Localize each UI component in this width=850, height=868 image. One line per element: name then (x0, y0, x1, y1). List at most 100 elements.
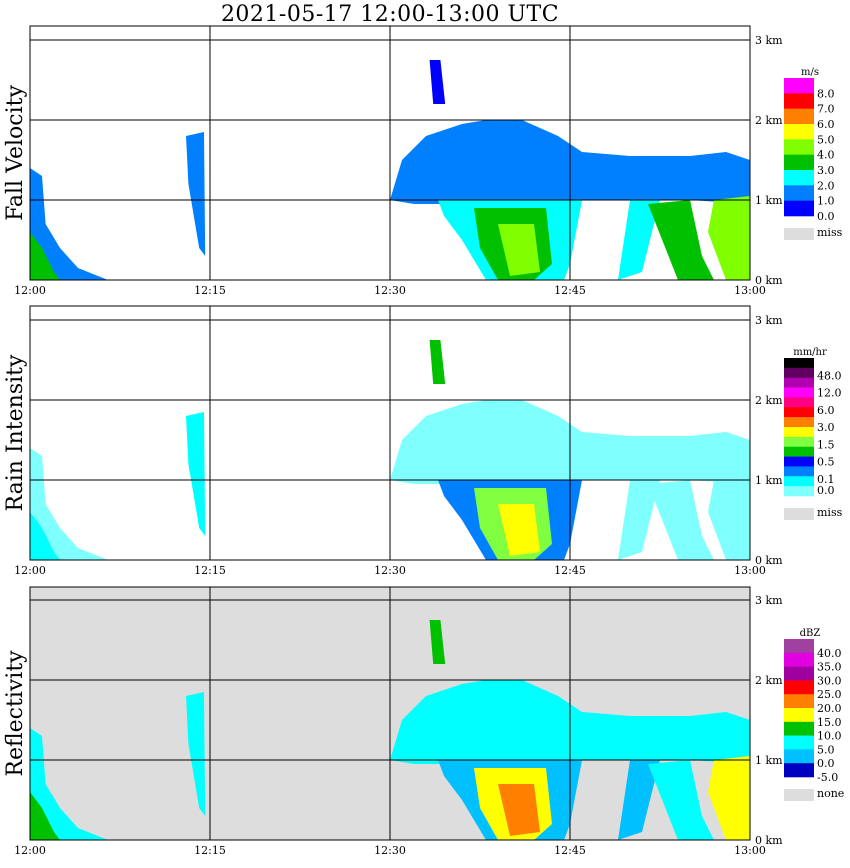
legend-swatch (784, 200, 814, 217)
x-tick-label: 13:00 (734, 564, 766, 577)
legend-swatch (784, 358, 814, 369)
y-tick-label: 0 km (755, 834, 783, 847)
echo-region-leftc (30, 792, 60, 840)
legend-label: 7.0 (817, 103, 835, 116)
legend: dBZ 40.035.030.025.020.015.010.05.00.0-5.… (784, 628, 844, 801)
x-tick-label: 12:00 (14, 844, 46, 857)
legend-swatch (784, 397, 814, 408)
legend-swatch (784, 407, 814, 418)
y-tick-label: 1 km (755, 194, 783, 207)
legend-missing-label: miss (817, 506, 843, 519)
legend-swatch (784, 108, 814, 125)
legend-label: 0.0 (817, 210, 835, 223)
legend-swatch (784, 377, 814, 388)
x-tick-label: 12:45 (554, 564, 586, 577)
legend-units: mm/hr (793, 347, 827, 358)
legend-label: 5.0 (817, 743, 835, 756)
legend-label: 4.0 (817, 149, 835, 162)
echo-region-hot (498, 784, 540, 836)
y-tick-label: 1 km (755, 754, 783, 767)
legend-swatch (784, 694, 814, 709)
legend-swatch (784, 639, 814, 654)
echo-region-fall3 (708, 756, 750, 840)
chart-title: 2021-05-17 12:00-13:00 UTC (220, 2, 560, 27)
legend-swatch (784, 763, 814, 778)
legend-swatch (784, 185, 814, 201)
y-tick-label: 2 km (755, 394, 783, 407)
panel-reflectivity: 0 km 1 km 2 km 3 km 12:00 12:15 12:30 12:45 13:0… (3, 586, 844, 857)
echo-region-tower (429, 60, 446, 104)
legend-label: 25.0 (817, 688, 842, 701)
legend-label: 0.5 (817, 456, 835, 469)
x-tick-label: 12:00 (14, 284, 46, 297)
legend-label: 5.0 (817, 133, 835, 146)
legend-swatch (784, 417, 814, 428)
x-tick-label: 12:30 (374, 844, 406, 857)
legend-label: 1.0 (817, 195, 835, 208)
legend-units: dBZ (800, 628, 821, 639)
legend-swatch (784, 708, 814, 723)
x-tick-label: 13:00 (734, 284, 766, 297)
echo-region-streak (186, 132, 206, 256)
legend-swatch (784, 476, 814, 487)
echo-region-fall2 (648, 200, 714, 280)
echo-region-fall1 (618, 760, 660, 840)
panel-label: Reflectivity (3, 650, 28, 777)
legend-swatch (784, 124, 814, 140)
legend-label: 6.0 (817, 404, 835, 417)
legend-swatch (784, 652, 814, 667)
echo-region-left (30, 448, 108, 560)
x-tick-label: 12:30 (374, 284, 406, 297)
legend-missing-swatch (784, 508, 814, 520)
echo-region-streak (186, 412, 206, 536)
legend-label: 6.0 (817, 118, 835, 131)
legend-label: 30.0 (817, 674, 842, 687)
legend-label: 0.1 (817, 473, 835, 486)
echo-region-fall3 (708, 476, 750, 560)
legend-swatch (784, 436, 814, 448)
legend-label: 3.0 (817, 421, 835, 434)
echo-region-fall2 (648, 760, 714, 840)
y-tick-label: 3 km (755, 594, 783, 607)
y-tick-label: 0 km (755, 554, 783, 567)
panel-fall-velocity: 0 km 1 km 2 km 3 km 12:00 12:15 12:30 12:45 13:0… (3, 25, 843, 297)
legend-swatch (784, 466, 814, 477)
legend-swatch (784, 680, 814, 695)
legend-swatch (784, 78, 814, 94)
plot-frame (29, 25, 751, 281)
legend-swatch (784, 486, 814, 497)
x-tick-label: 12:15 (194, 564, 226, 577)
legend-label: 1.5 (817, 438, 835, 451)
legend-label: 20.0 (817, 702, 842, 715)
legend-label: 0.0 (817, 484, 835, 497)
panel-rain-intensity: 0 km 1 km 2 km 3 km 12:00 12:15 12:30 12:45 13:0… (3, 305, 843, 577)
echo-region-leftc (30, 512, 60, 560)
legend-swatch (784, 721, 814, 736)
legend-label: 0.0 (817, 757, 835, 770)
y-tick-label: 3 km (755, 34, 783, 47)
panel-label: Fall Velocity (3, 85, 28, 221)
legend-swatch (784, 93, 814, 109)
legend-label: 10.0 (817, 730, 842, 743)
legend: m/s 8.0 7.0 6.0 5.0 4.0 3.0 2.0 1.0 0.0 miss (784, 67, 843, 240)
legend-swatch (784, 735, 814, 750)
legend-label: 48.0 (817, 369, 842, 382)
legend-swatch (784, 749, 814, 764)
echo-region-left (30, 728, 108, 840)
echo-region-hot (498, 224, 540, 276)
y-tick-label: 3 km (755, 314, 783, 327)
x-tick-label: 13:00 (734, 844, 766, 857)
plot-frame (29, 586, 751, 841)
legend-swatch (784, 666, 814, 681)
legend-label: 15.0 (817, 716, 842, 729)
echo-region-fall2 (648, 480, 714, 560)
legend-swatch (784, 456, 814, 467)
x-tick-label: 12:15 (194, 284, 226, 297)
legend-label: 2.0 (817, 179, 835, 192)
legend-missing-label: miss (817, 226, 843, 239)
legend-swatch (784, 367, 814, 379)
echo-region-fall1 (618, 200, 660, 280)
echo-region-fall3 (708, 196, 750, 280)
legend-swatch (784, 427, 814, 438)
x-tick-label: 12:45 (554, 844, 586, 857)
